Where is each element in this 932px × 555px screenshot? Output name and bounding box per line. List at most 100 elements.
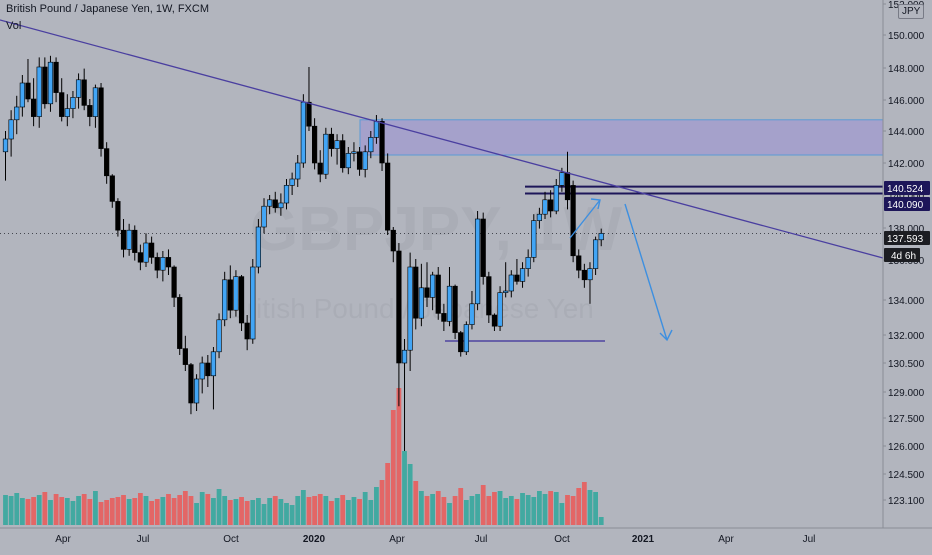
candle[interactable] xyxy=(222,279,228,321)
candle[interactable] xyxy=(306,101,312,127)
candle[interactable] xyxy=(42,66,48,105)
candle[interactable] xyxy=(205,362,211,377)
candle[interactable] xyxy=(379,121,385,164)
candle[interactable] xyxy=(553,185,559,212)
symbol-title[interactable]: British Pound / Japanese Yen, 1W, FXCM xyxy=(6,3,210,15)
candle[interactable] xyxy=(177,297,183,349)
candle[interactable] xyxy=(59,92,65,117)
candle[interactable] xyxy=(564,172,571,201)
candle[interactable] xyxy=(70,97,76,109)
candle[interactable] xyxy=(182,348,188,365)
candle[interactable] xyxy=(323,133,329,175)
candle[interactable] xyxy=(143,242,149,263)
candle[interactable] xyxy=(328,133,335,149)
candle[interactable] xyxy=(390,229,396,252)
candle[interactable] xyxy=(463,324,469,353)
candle[interactable] xyxy=(244,322,250,340)
candle[interactable] xyxy=(458,332,464,353)
candle[interactable] xyxy=(126,229,132,250)
candle[interactable] xyxy=(581,269,587,281)
candle[interactable] xyxy=(171,266,177,298)
candle[interactable] xyxy=(396,250,402,364)
candle[interactable] xyxy=(356,151,363,170)
candle[interactable] xyxy=(165,257,172,268)
drawing-layer[interactable] xyxy=(0,19,884,342)
candle[interactable] xyxy=(531,220,537,258)
candle[interactable] xyxy=(104,148,110,177)
candle[interactable] xyxy=(115,201,121,231)
candle[interactable] xyxy=(53,61,59,93)
candle[interactable] xyxy=(508,274,514,292)
candle[interactable] xyxy=(570,185,576,257)
candle[interactable] xyxy=(362,151,368,170)
candle[interactable] xyxy=(424,287,430,298)
price-tag[interactable] xyxy=(884,248,920,262)
candle[interactable] xyxy=(19,82,25,108)
candle[interactable] xyxy=(435,274,441,314)
candle[interactable] xyxy=(548,199,554,212)
candle[interactable] xyxy=(261,205,267,228)
candle[interactable] xyxy=(283,185,290,204)
candle[interactable] xyxy=(542,199,548,215)
candle[interactable] xyxy=(446,285,453,322)
volume-label[interactable]: Vol xyxy=(6,20,22,32)
supply-zone[interactable] xyxy=(359,119,884,156)
projection-arrow-down[interactable] xyxy=(624,203,668,341)
candle[interactable] xyxy=(536,213,542,221)
candle[interactable] xyxy=(25,82,31,100)
candle[interactable] xyxy=(598,233,604,241)
candle[interactable] xyxy=(576,255,582,271)
candle[interactable] xyxy=(340,140,346,169)
candle[interactable] xyxy=(345,153,351,169)
candle[interactable] xyxy=(430,274,436,298)
candle[interactable] xyxy=(559,172,565,186)
candle[interactable] xyxy=(587,268,593,281)
candle-series[interactable] xyxy=(2,55,604,451)
price-tag[interactable] xyxy=(884,181,930,195)
currency-badge[interactable]: JPY xyxy=(898,4,925,19)
candle[interactable] xyxy=(199,362,205,380)
candle[interactable] xyxy=(592,239,599,269)
candle[interactable] xyxy=(497,292,503,327)
candle[interactable] xyxy=(441,313,447,322)
candle[interactable] xyxy=(413,266,419,319)
candle[interactable] xyxy=(311,125,318,164)
candle[interactable] xyxy=(278,202,284,209)
candle[interactable] xyxy=(272,199,278,209)
candle[interactable] xyxy=(149,242,155,258)
price-tag[interactable] xyxy=(884,197,930,211)
candle[interactable] xyxy=(407,266,413,351)
candle[interactable] xyxy=(334,140,340,149)
candle[interactable] xyxy=(188,364,194,404)
candle[interactable] xyxy=(373,121,380,138)
candle[interactable] xyxy=(474,218,481,305)
candle[interactable] xyxy=(75,79,82,98)
candle[interactable] xyxy=(109,175,115,202)
candle[interactable] xyxy=(503,290,509,293)
candle[interactable] xyxy=(418,287,424,319)
candle[interactable] xyxy=(210,351,217,377)
candle[interactable] xyxy=(514,274,520,282)
candle[interactable] xyxy=(87,105,93,117)
candle[interactable] xyxy=(81,79,87,106)
candle[interactable] xyxy=(317,162,323,175)
candle[interactable] xyxy=(486,276,492,316)
candle[interactable] xyxy=(36,66,42,117)
candle[interactable] xyxy=(132,229,138,253)
candle[interactable] xyxy=(469,303,475,325)
candle[interactable] xyxy=(250,266,256,340)
candle[interactable] xyxy=(480,218,486,277)
candle[interactable] xyxy=(137,252,143,263)
candle[interactable] xyxy=(351,151,357,154)
price-tag[interactable] xyxy=(884,231,930,245)
candle[interactable] xyxy=(120,229,127,250)
projection-arrow-up[interactable] xyxy=(569,199,601,239)
trendline[interactable] xyxy=(0,19,884,259)
candle[interactable] xyxy=(267,199,273,207)
candle[interactable] xyxy=(295,162,301,180)
candle[interactable] xyxy=(385,162,391,231)
candle[interactable] xyxy=(491,314,498,327)
candle[interactable] xyxy=(160,257,166,271)
candle[interactable] xyxy=(227,279,233,311)
